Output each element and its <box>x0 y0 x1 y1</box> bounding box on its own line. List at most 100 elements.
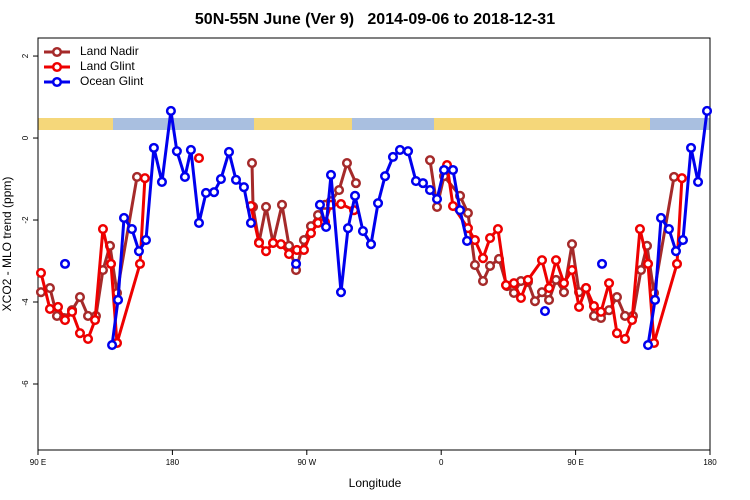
data-point <box>477 253 489 264</box>
legend-marker <box>51 76 63 88</box>
data-point <box>245 217 256 228</box>
data-point <box>260 201 272 212</box>
y-tick-label: 2 <box>21 53 30 58</box>
data-point <box>238 182 249 193</box>
data-point <box>298 244 310 255</box>
data-point <box>131 171 143 183</box>
data-point <box>325 169 337 180</box>
data-point <box>341 157 353 169</box>
data-point <box>522 274 534 285</box>
data-point <box>543 283 555 294</box>
data-point <box>676 173 687 184</box>
data-point <box>148 142 159 153</box>
land-ocean-mask <box>38 118 710 130</box>
data-point <box>529 296 541 307</box>
chart-title: 50N-55N June (Ver 9) 2014-09-06 to 2018-… <box>195 11 555 28</box>
data-point <box>671 258 683 269</box>
x-tick-label: 0 <box>439 458 444 467</box>
data-point <box>424 185 436 196</box>
data-point <box>260 246 272 257</box>
x-tick-label: 90 W <box>297 458 316 467</box>
data-point <box>105 258 117 269</box>
data-point <box>66 306 78 317</box>
data-point <box>89 314 101 326</box>
data-point <box>417 178 429 189</box>
data-point <box>500 280 512 291</box>
data-point <box>171 146 182 157</box>
data-point <box>635 264 647 276</box>
data-point <box>649 294 661 306</box>
data-point <box>97 223 109 235</box>
data-point <box>536 287 548 298</box>
data-point <box>335 287 347 298</box>
x-tick-label: 90 E <box>30 458 46 467</box>
data-point <box>670 246 682 257</box>
data-point <box>588 301 600 312</box>
data-point <box>365 239 377 250</box>
data-point <box>349 190 361 201</box>
data-point <box>462 207 473 219</box>
data-point <box>82 333 94 344</box>
data-point <box>283 248 295 260</box>
data-point <box>223 146 235 158</box>
data-point <box>595 306 607 317</box>
data-point <box>424 155 436 166</box>
data-point <box>469 235 480 246</box>
data-point <box>314 199 325 210</box>
data-point <box>52 301 64 312</box>
data-point <box>342 223 354 234</box>
data-point <box>492 223 503 235</box>
data-point <box>107 340 118 351</box>
data-point <box>387 151 399 162</box>
data-point <box>140 235 152 246</box>
data-point <box>626 314 638 326</box>
data-point <box>454 205 466 216</box>
data-point <box>246 157 258 169</box>
data-point <box>566 264 578 276</box>
data-point <box>558 287 570 298</box>
data-point <box>253 237 265 249</box>
data-point <box>59 314 71 326</box>
data-point <box>536 255 548 266</box>
data-point <box>447 201 459 212</box>
data-point <box>558 278 570 289</box>
x-tick-label: 180 <box>166 458 180 467</box>
legend-label: Land Nadir <box>80 44 139 58</box>
data-point <box>74 328 86 339</box>
legend-marker <box>51 61 63 73</box>
data-point <box>619 333 631 344</box>
data-point <box>693 176 704 187</box>
legend-label: Land Glint <box>80 59 135 73</box>
data-point <box>663 223 674 235</box>
data-point <box>372 198 384 209</box>
data-point <box>611 292 623 303</box>
data-point <box>179 171 190 183</box>
legend-label: Ocean Glint <box>80 74 144 88</box>
data-point <box>461 235 473 246</box>
data-point <box>515 292 526 303</box>
data-point <box>290 258 302 269</box>
data-point <box>59 258 71 269</box>
data-point <box>230 174 242 185</box>
data-point <box>655 212 667 224</box>
data-point <box>321 221 332 233</box>
legend-marker <box>51 46 63 58</box>
data-point <box>550 274 562 285</box>
data-point <box>215 173 226 185</box>
data-point <box>611 328 623 339</box>
data-point <box>543 294 555 306</box>
data-point <box>335 198 347 210</box>
data-point <box>642 258 654 269</box>
data-point <box>604 278 615 289</box>
data-point <box>305 228 317 239</box>
data-point <box>634 223 646 235</box>
data-point <box>668 171 680 183</box>
y-axis-label: XCO2 - MLO trend (ppm) <box>0 177 14 312</box>
data-point <box>484 260 496 271</box>
plot-frame <box>37 37 711 451</box>
y-tick-label: -6 <box>21 380 30 388</box>
data-point <box>484 233 496 244</box>
data-point <box>193 153 205 164</box>
x-axis-label: Longitude <box>349 476 402 490</box>
data-point <box>573 301 585 312</box>
